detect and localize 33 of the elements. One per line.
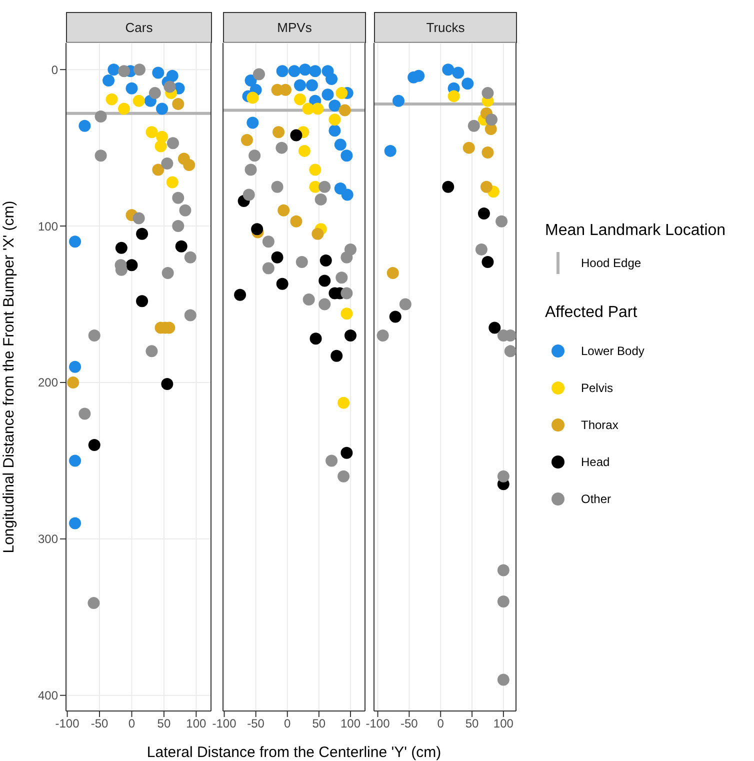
x-tick-label: 0 — [128, 716, 136, 731]
x-tick-label: 50 — [465, 716, 480, 731]
legend-label: Pelvis — [581, 380, 614, 394]
x-tick-label: 100 — [493, 716, 514, 731]
legend-label: Lower Body — [581, 344, 644, 358]
x-tick-label: -100 — [212, 716, 237, 731]
x-tick-label: 100 — [340, 716, 361, 731]
x-tick-label: 50 — [312, 716, 326, 731]
y-tick-label: 300 — [38, 532, 58, 546]
chart-title: MPVs — [223, 12, 366, 43]
legend-label: Head — [581, 454, 610, 468]
legend-label: Other — [581, 492, 612, 506]
x-tick-label: -50 — [247, 716, 265, 731]
y-tick-label: 0 — [51, 62, 58, 77]
chart-title: Trucks — [374, 12, 517, 43]
y-tick-label: 100 — [38, 219, 58, 234]
y-tick-label: 200 — [38, 376, 58, 390]
x-tick-label: -50 — [400, 716, 418, 731]
x-tick-label: 100 — [186, 716, 207, 731]
legend-label: Hood Edge — [581, 256, 642, 270]
x-tick-label: 0 — [284, 716, 292, 731]
x-tick-label: -100 — [55, 716, 80, 731]
x-tick-label: -50 — [90, 716, 109, 731]
y-axis-title: Longitudinal Distance from the Front Bumper 'X' (cm) — [0, 200, 18, 554]
legend-label: Thorax — [581, 418, 618, 432]
x-tick-label: 50 — [157, 716, 171, 731]
x-axis-title: Lateral Distance from the Centerline 'Y' (cm) — [146, 744, 442, 761]
x-tick-label: -100 — [366, 716, 390, 731]
chart-title: Cars — [66, 12, 212, 43]
text: Mean Landmark Location — [545, 222, 726, 240]
x-tick-label: 0 — [437, 716, 444, 731]
legend-title: Affected Part — [545, 304, 638, 322]
y-tick-label: 400 — [38, 688, 58, 703]
